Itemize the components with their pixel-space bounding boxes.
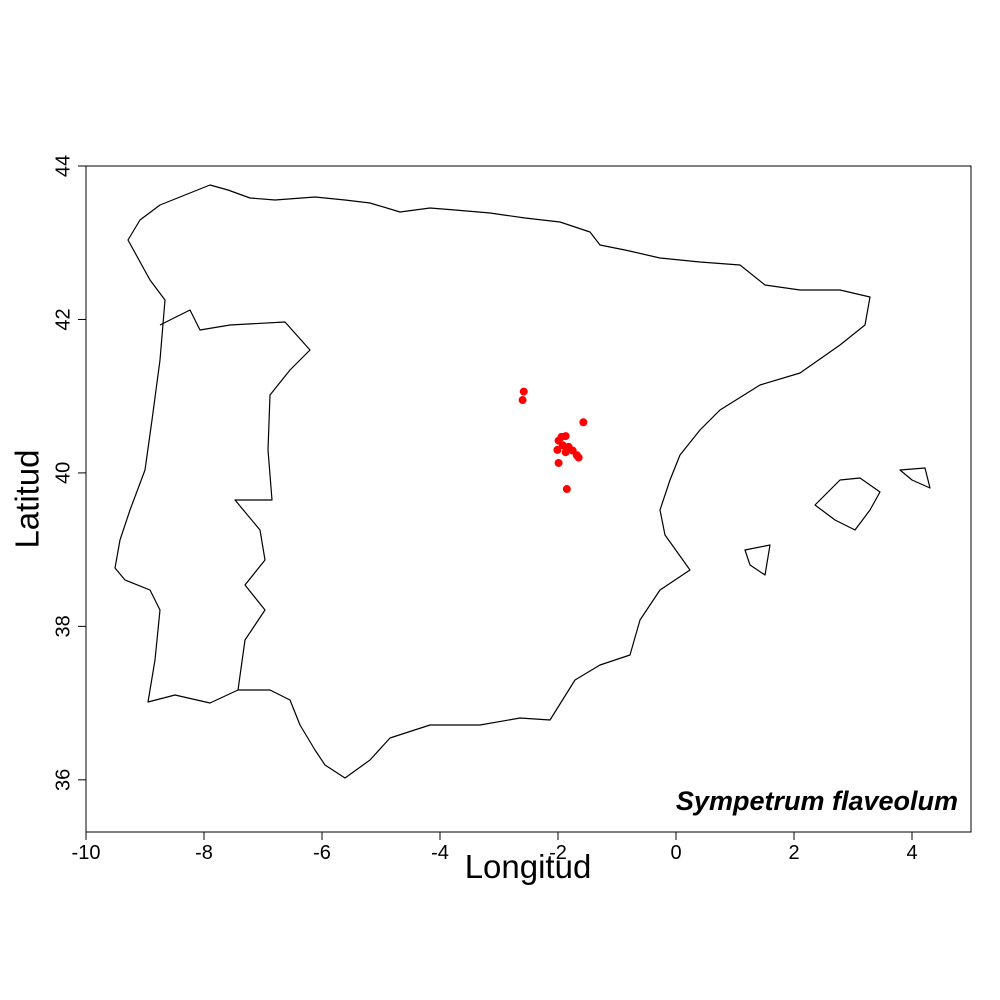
iberia-coastline <box>114 184 871 779</box>
occurrence-point <box>553 445 562 454</box>
occurrence-point <box>562 485 571 494</box>
occurrence-point <box>561 448 570 457</box>
x-tick-label: -10 <box>72 842 101 864</box>
y-tick-label: 44 <box>52 155 74 177</box>
y-tick-label: 40 <box>52 462 74 484</box>
y-axis-label: Latitud <box>9 449 46 548</box>
x-tick-label: -8 <box>195 842 213 864</box>
mallorca <box>814 477 881 531</box>
x-tick-label: -4 <box>431 842 449 864</box>
y-tick-label: 36 <box>52 769 74 791</box>
occurrence-point <box>579 418 588 427</box>
x-tick-label: -6 <box>313 842 331 864</box>
plot-frame <box>85 165 972 833</box>
occurrence-point <box>519 387 528 396</box>
x-tick-label: 2 <box>788 842 799 864</box>
ibiza <box>744 544 771 576</box>
y-tick-label: 38 <box>52 615 74 637</box>
occurrence-point <box>554 458 563 467</box>
occurrence-point <box>561 432 570 441</box>
menorca <box>899 467 931 489</box>
x-tick-label: -2 <box>549 842 567 864</box>
occurrence-point <box>518 396 527 405</box>
x-tick-label: 0 <box>670 842 681 864</box>
species-annotation: Sympetrum flaveolum <box>676 786 958 816</box>
portugal-border <box>159 309 311 691</box>
y-tick-label: 42 <box>52 308 74 330</box>
occurrence-point <box>574 453 583 462</box>
x-axis-label: Longitud <box>465 848 592 885</box>
x-tick-label: 4 <box>906 842 917 864</box>
